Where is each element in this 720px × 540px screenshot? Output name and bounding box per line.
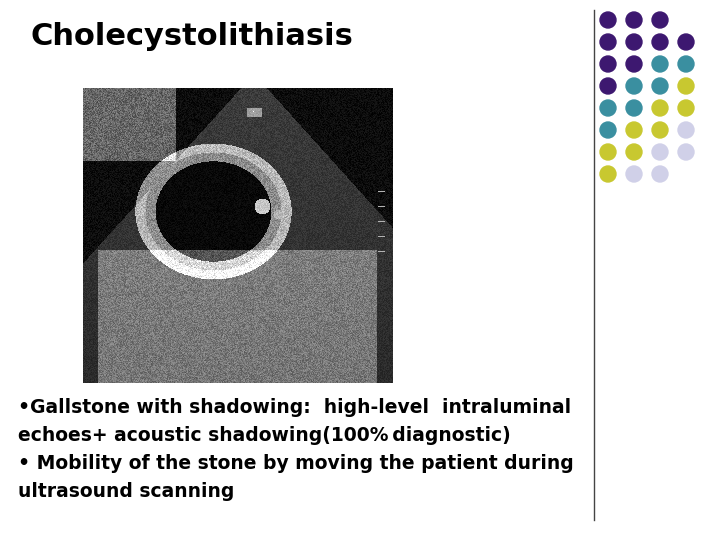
Text: Cholecystolithiasis: Cholecystolithiasis xyxy=(30,22,353,51)
Circle shape xyxy=(678,56,694,72)
Circle shape xyxy=(600,166,616,182)
Circle shape xyxy=(600,56,616,72)
Circle shape xyxy=(626,12,642,28)
Circle shape xyxy=(626,56,642,72)
Circle shape xyxy=(600,100,616,116)
Circle shape xyxy=(678,100,694,116)
Text: echoes+ acoustic shadowing(100% diagnostic): echoes+ acoustic shadowing(100% diagnost… xyxy=(18,426,510,445)
Text: •Gallstone with shadowing:  high-level  intraluminal: •Gallstone with shadowing: high-level in… xyxy=(18,398,571,417)
Circle shape xyxy=(652,56,668,72)
Circle shape xyxy=(678,34,694,50)
Circle shape xyxy=(652,100,668,116)
Circle shape xyxy=(600,12,616,28)
Circle shape xyxy=(626,34,642,50)
Circle shape xyxy=(626,122,642,138)
Circle shape xyxy=(626,166,642,182)
Circle shape xyxy=(600,34,616,50)
Circle shape xyxy=(652,166,668,182)
Circle shape xyxy=(626,78,642,94)
Circle shape xyxy=(626,144,642,160)
Circle shape xyxy=(652,144,668,160)
Circle shape xyxy=(652,34,668,50)
Circle shape xyxy=(678,144,694,160)
Circle shape xyxy=(678,122,694,138)
Circle shape xyxy=(652,12,668,28)
Circle shape xyxy=(678,78,694,94)
Circle shape xyxy=(652,122,668,138)
Circle shape xyxy=(600,144,616,160)
Circle shape xyxy=(652,78,668,94)
Text: ultrasound scanning: ultrasound scanning xyxy=(18,482,235,501)
Circle shape xyxy=(600,78,616,94)
Text: • Mobility of the stone by moving the patient during: • Mobility of the stone by moving the pa… xyxy=(18,454,574,473)
Circle shape xyxy=(626,100,642,116)
Circle shape xyxy=(600,122,616,138)
